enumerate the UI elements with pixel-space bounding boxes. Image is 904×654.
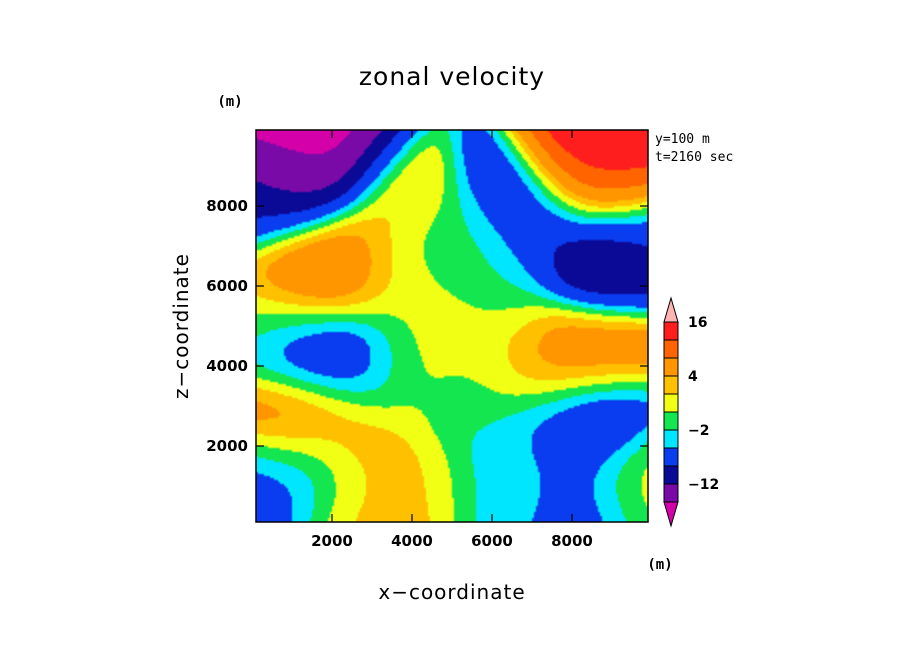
colorbar-segment [663,465,679,485]
colorbar-segment [663,375,679,395]
y-tick-label: 2000 [206,437,248,455]
x-tick-label: 4000 [391,532,433,550]
colorbar-segment [663,429,679,449]
chart-title: zonal velocity [359,62,545,91]
colorbar-label: −12 [688,477,719,493]
colorbar-segment [663,321,679,341]
y-tick-label: 6000 [206,277,248,295]
plot-frame [255,129,649,523]
colorbar: 16 4 −2 −12 [663,296,719,528]
x-tick-label: 8000 [551,532,593,550]
y-tick-label: 8000 [206,197,248,215]
colorbar-label: 4 [688,369,698,385]
colorbar-segment [663,447,679,467]
colorbar-segment [663,393,679,413]
colorbar-label: 16 [688,315,707,331]
y-tick-label: 4000 [206,357,248,375]
y-unit-label: (m) [217,94,242,110]
colorbar-segment [663,483,679,503]
info-time: t=2160 sec [655,150,733,165]
x-tick-label: 6000 [471,532,513,550]
x-axis: 2000 4000 6000 8000 [311,130,593,550]
colorbar-unit-label: (m) [647,557,672,573]
colorbar-segment [663,411,679,431]
plot-area [255,129,649,523]
colorbar-top-triangle [663,296,679,323]
contour-field [256,130,648,522]
colorbar-segment [663,339,679,359]
colorbar-bottom-triangle [663,501,679,528]
x-tick-label: 2000 [311,532,353,550]
x-axis-label: x−coordinate [378,580,525,604]
colorbar-segment [663,357,679,377]
y-axis: 2000 4000 6000 8000 [206,197,648,455]
y-axis-label: z−coordinate [169,253,193,399]
colorbar-label: −2 [688,423,709,439]
info-position: y=100 m [655,132,710,147]
